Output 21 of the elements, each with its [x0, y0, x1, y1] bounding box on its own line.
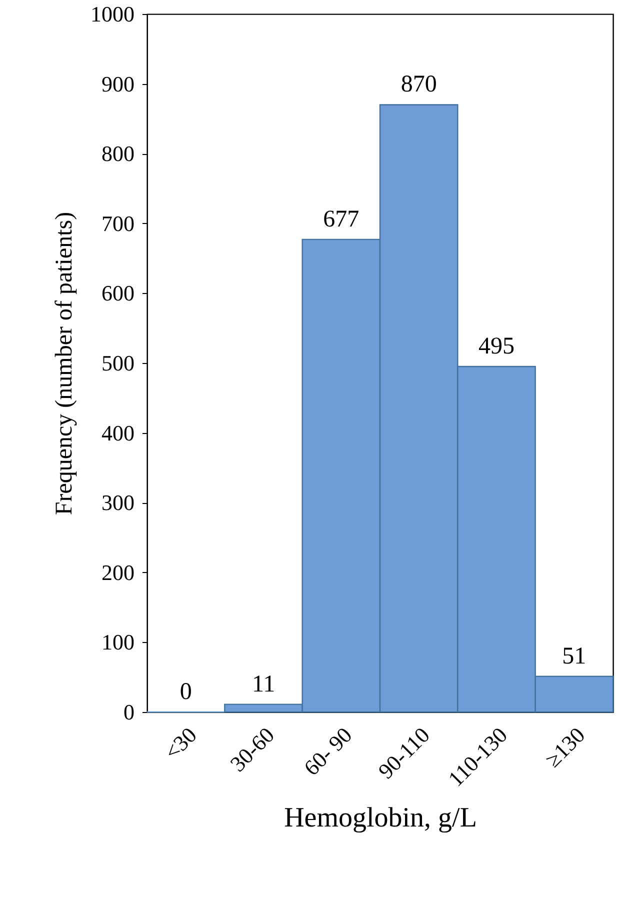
- data-label: 0: [180, 679, 192, 705]
- y-axis-title: Frequency (number of patients): [52, 212, 78, 516]
- y-tick-label: 200: [102, 560, 134, 585]
- x-tick-label: 60- 90: [298, 722, 357, 780]
- data-label: 11: [252, 671, 276, 698]
- y-tick-label: 600: [102, 280, 134, 306]
- x-axis-title: Hemoglobin, g/L: [284, 802, 477, 834]
- y-tick-label: 700: [102, 210, 134, 236]
- y-tick-label: 800: [102, 141, 134, 166]
- y-tick-label: 100: [102, 630, 134, 655]
- y-tick-label: 300: [102, 490, 134, 516]
- data-label: 870: [400, 72, 437, 98]
- y-tick-label: 0: [124, 700, 134, 724]
- data-label: 677: [323, 206, 360, 232]
- y-tick-label: 1000: [90, 2, 134, 26]
- y-tick-label: 400: [102, 420, 134, 446]
- data-label: 495: [478, 333, 514, 360]
- y-tick-label: 900: [102, 71, 134, 96]
- data-label: 51: [562, 643, 586, 670]
- x-tick-label: <30: [159, 722, 202, 764]
- y-tick-label: 500: [102, 350, 134, 376]
